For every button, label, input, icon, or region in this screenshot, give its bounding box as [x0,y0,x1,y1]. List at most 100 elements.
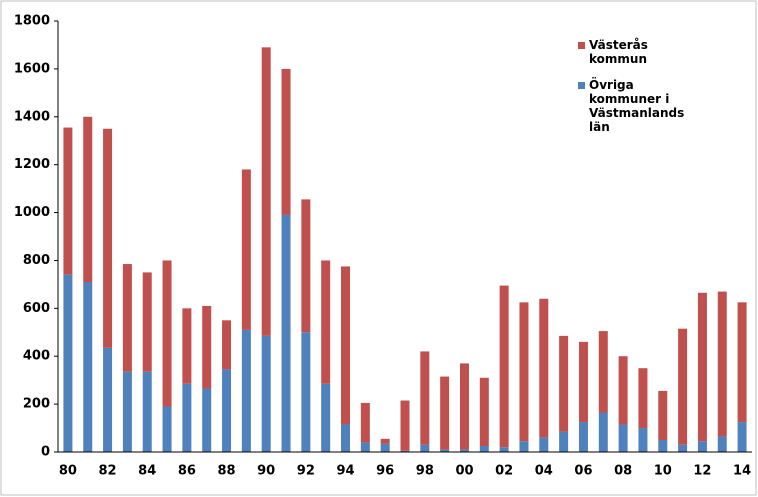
bar-segment [479,377,489,447]
bar-segment [519,302,529,442]
bar-segment [142,272,152,372]
x-tick-label: 12 [693,464,711,479]
bar-segment [241,329,251,452]
x-tick-label: 02 [495,464,513,479]
bar-segment [578,422,588,452]
legend-swatch [578,82,585,89]
y-tick-label: 200 [23,397,50,412]
bar-segment [301,332,311,452]
x-tick-label: 82 [99,464,117,479]
x-tick-label: 90 [257,464,275,479]
bar-segment [360,442,370,452]
y-tick-label: 1200 [14,157,50,172]
bar-segment [697,441,707,452]
bar-segment [360,402,370,443]
bar-segment [737,302,747,423]
bar-segment [638,428,648,452]
bar-segment [162,406,172,452]
bar-segment [539,437,549,452]
bar-segment [63,127,73,275]
bar-segment [420,444,430,452]
bar-segment [261,335,271,452]
bar-segment [717,291,727,437]
bar-segment [281,214,291,452]
legend-label: Övriga kommuner i Västmanlands län [589,78,685,134]
bar-segment [479,446,489,452]
bar-segment [222,369,232,452]
x-tick-label: 14 [733,464,751,479]
bar-segment [281,68,291,215]
bar-segment [440,449,450,452]
bar-segment [559,335,569,432]
bar-segment [638,368,648,429]
bar-segment [321,383,331,452]
x-tick-label: 80 [59,464,77,479]
bar-segment [658,390,668,441]
legend-swatch [578,42,585,49]
bar-segment [400,450,410,452]
x-tick-label: 06 [574,464,592,479]
bar-segment [380,443,390,452]
bar-segment [341,424,351,452]
bar-segment [202,305,212,389]
bar-segment [539,298,549,438]
bar-segment [499,447,509,452]
bar-segment [122,371,132,452]
y-tick-label: 800 [23,253,50,268]
bar-segment [559,431,569,452]
bar-segment [222,320,232,370]
legend-label: Västerås kommun [589,38,648,66]
y-tick-label: 1800 [14,14,50,29]
bar-segment [261,47,271,336]
x-tick-label: 94 [336,464,354,479]
x-tick-label: 98 [416,464,434,479]
bar-segment [83,281,93,452]
bar-segment [122,264,132,372]
bar-segment [202,388,212,452]
bar-segment [400,400,410,451]
x-tick-label: 86 [178,464,196,479]
bar-segment [380,438,390,444]
bar-segment [697,292,707,442]
bar-segment [321,260,331,384]
legend: Västerås kommun Övriga kommuner i Västman… [578,38,748,146]
bar-segment [63,274,73,452]
x-tick-label: 96 [376,464,394,479]
bar-segment [459,449,469,452]
y-tick-label: 1400 [14,109,50,124]
bar-segment [83,116,93,282]
x-tick-label: 08 [614,464,632,479]
bar-segment [717,436,727,452]
bar-segment [678,444,688,452]
bar-segment [162,260,172,407]
legend-item: Västerås kommun [578,38,748,66]
bar-segment [598,331,608,413]
bar-segment [103,128,113,348]
bar-segment [678,328,688,445]
bar-segment [420,351,430,445]
bar-segment [103,347,113,452]
bar-segment [182,383,192,452]
bar-segment [598,412,608,452]
x-tick-label: 88 [217,464,235,479]
bar-segment [737,422,747,452]
x-tick-label: 04 [535,464,553,479]
bar-segment [182,308,192,384]
y-tick-label: 400 [23,349,50,364]
y-tick-label: 600 [23,301,50,316]
bar-segment [499,285,509,448]
bar-segment [459,363,469,450]
x-tick-label: 10 [654,464,672,479]
x-tick-label: 92 [297,464,315,479]
bar-segment [301,199,311,333]
bar-segment [241,169,251,330]
bar-segment [341,266,351,425]
bar-segment [578,341,588,423]
legend-item: Övriga kommuner i Västmanlands län [578,78,748,134]
bar-segment [142,371,152,452]
y-tick-label: 1600 [14,61,50,76]
y-tick-label: 1000 [14,205,50,220]
x-tick-label: 84 [138,464,156,479]
